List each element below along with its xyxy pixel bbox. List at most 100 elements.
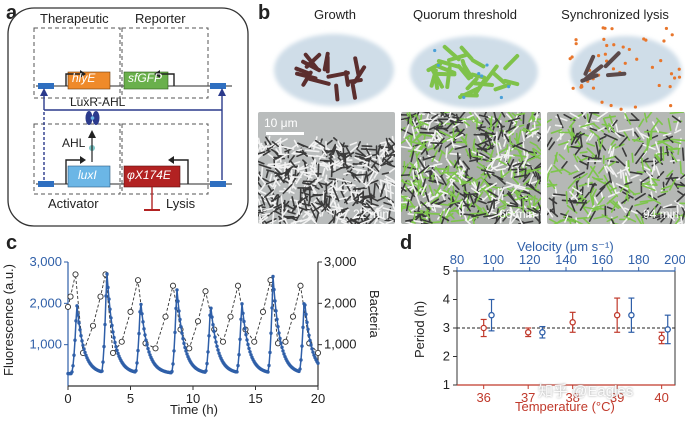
gfp-bacterium-cell <box>473 81 494 87</box>
micrograph-cell <box>624 112 632 125</box>
micrograph-cell <box>668 147 681 151</box>
micrograph-cell <box>674 218 681 224</box>
micrograph-cell <box>649 213 664 217</box>
micrograph-cell <box>384 174 395 182</box>
fluorescence-point <box>237 353 241 357</box>
micrograph-cell <box>489 115 493 131</box>
velocity-point <box>488 311 495 319</box>
micrograph-cell <box>413 112 420 125</box>
micrograph-cell <box>385 219 395 224</box>
micrograph-cell <box>531 112 534 122</box>
micrograph-cell <box>274 210 289 219</box>
fluorescence-point <box>70 370 74 374</box>
fluorescence-point <box>269 331 273 335</box>
bacterium-cell <box>343 70 350 87</box>
micrograph-cell <box>412 169 415 180</box>
micrograph-cell <box>340 160 354 166</box>
therapeutic-label: Therapeutic <box>40 11 109 26</box>
micrograph-cell <box>575 181 579 195</box>
fluorescence-point <box>279 341 283 345</box>
fluorescence-point <box>247 346 251 351</box>
micrograph-cell <box>476 127 486 132</box>
micrograph-cell <box>521 130 525 142</box>
micrograph-cell <box>566 145 570 153</box>
fluorescence-point <box>306 327 310 331</box>
micrograph-cell <box>410 180 418 195</box>
micrograph-cell <box>491 173 504 181</box>
micrograph-cell <box>653 158 656 171</box>
c-y2tick-label: 1,000 <box>324 337 357 352</box>
micrograph-cell <box>401 137 410 144</box>
micrograph-cell <box>401 126 406 132</box>
micrograph-cell <box>327 193 332 208</box>
micrograph-cell <box>438 150 444 162</box>
micrograph-cell <box>591 176 606 185</box>
micrograph-cell <box>579 133 583 148</box>
micrograph-cell <box>346 218 352 224</box>
fluorescence-point <box>268 350 272 355</box>
promoter-block-top-left <box>38 83 54 89</box>
micrograph-cell <box>311 217 318 224</box>
micrograph-cell <box>591 119 600 122</box>
fluorescence-point <box>211 323 215 327</box>
micrograph-cell <box>669 159 680 163</box>
micrograph-cell <box>335 148 340 158</box>
sfgfp-gene-label: sfGFP <box>128 71 163 85</box>
micrograph-cell <box>355 152 366 157</box>
micrograph-cell <box>303 199 308 211</box>
micrograph-cell <box>450 219 465 223</box>
micrograph-cell <box>415 153 420 168</box>
scale-bar <box>266 132 304 135</box>
micrograph-cell <box>569 197 582 204</box>
micrograph-cell <box>642 143 656 150</box>
fluorescence-point <box>146 346 150 351</box>
fluorescence-point <box>100 369 104 373</box>
micrograph-cell <box>558 141 569 146</box>
micrograph-cell <box>401 179 414 187</box>
fluorescence-point <box>242 319 246 324</box>
d-x2tick-label: 80 <box>450 252 464 267</box>
micrograph-cell <box>312 136 318 150</box>
micrograph-cell <box>373 182 376 197</box>
micrograph-cell <box>370 202 379 207</box>
micrograph-cell <box>438 144 443 153</box>
d-x2tick-label: 120 <box>519 252 541 267</box>
micrograph-cell <box>421 138 432 142</box>
micrograph-cell <box>382 207 395 212</box>
micrograph-cell <box>674 129 682 134</box>
bacteria-point <box>219 338 227 345</box>
micrograph-cell <box>589 127 598 132</box>
lysing-cell <box>605 71 627 78</box>
micrograph-cell <box>584 206 599 211</box>
micrograph-cell <box>667 118 672 131</box>
micrograph-cell <box>581 191 590 203</box>
micrograph-cell <box>416 126 427 131</box>
micrograph-cell <box>469 158 482 162</box>
micrograph-cell <box>433 188 441 195</box>
micrograph-cell <box>258 163 272 170</box>
micrograph-cell <box>490 195 499 201</box>
micrograph-cell <box>365 164 379 175</box>
micrograph-cell <box>615 182 629 190</box>
micrograph-cell <box>505 125 516 133</box>
micrograph-cell <box>384 184 388 198</box>
micrograph-cell <box>488 202 494 213</box>
micrograph-cell <box>611 146 615 157</box>
micrograph-cell <box>456 152 460 165</box>
gfp-bacterium-cell <box>491 70 506 85</box>
micrograph-cell <box>607 145 612 154</box>
micrograph-cell <box>440 112 445 117</box>
fluorescence-point <box>179 325 183 329</box>
micrograph-cell <box>335 213 341 224</box>
micrograph-cell <box>295 201 301 215</box>
micrograph-cell <box>290 171 300 186</box>
temperature-point <box>480 324 487 332</box>
micrograph-cell <box>365 171 369 182</box>
bacteria-point <box>282 338 289 345</box>
fluorescence-point <box>147 350 151 354</box>
micrograph-cell <box>652 215 662 219</box>
micrograph-cell <box>452 171 464 183</box>
micrograph-cell <box>261 212 271 216</box>
micrograph-cell <box>553 164 563 174</box>
lysis-debris-dot <box>657 83 661 88</box>
